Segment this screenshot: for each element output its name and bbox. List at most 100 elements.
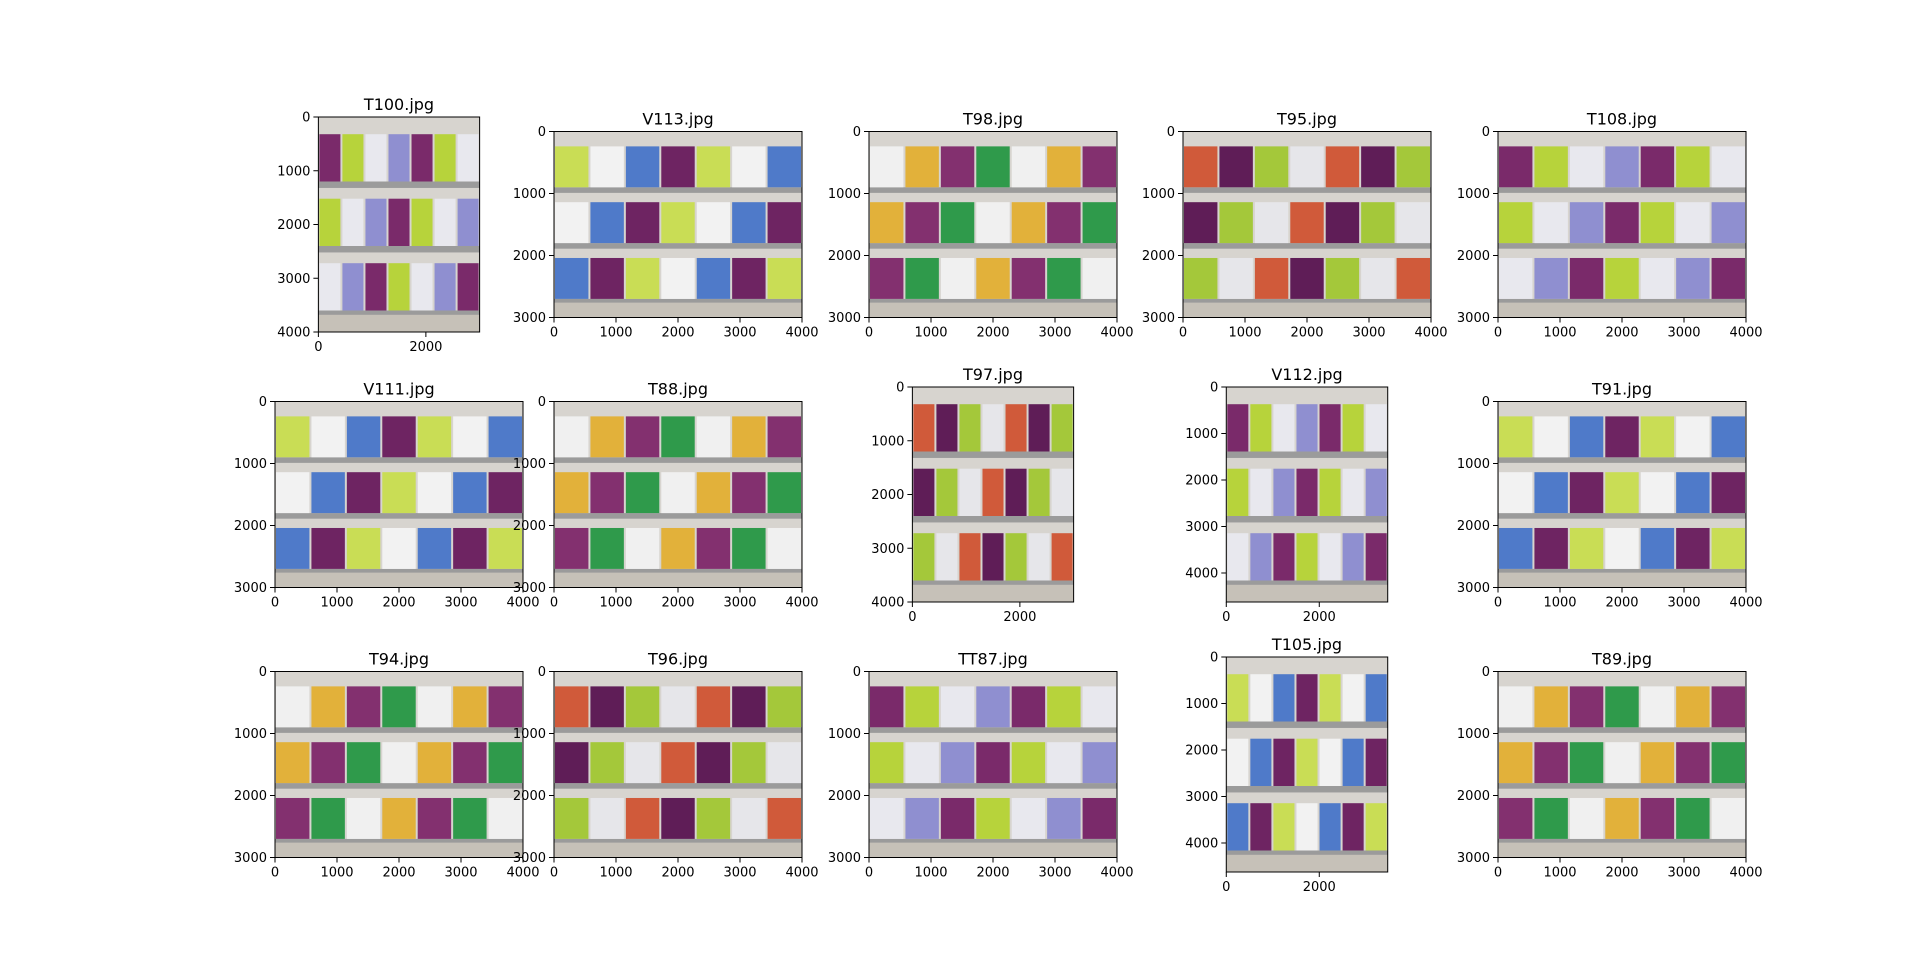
y-tick-label: 1000 <box>234 457 267 472</box>
product-pack <box>1082 797 1116 839</box>
x-tick-label: 0 <box>550 866 558 881</box>
product-pack <box>555 202 589 244</box>
product-pack <box>732 686 766 728</box>
product-pack <box>625 472 660 514</box>
shelf-edge <box>912 451 1074 458</box>
product-pack <box>1290 257 1324 299</box>
product-pack <box>382 472 416 514</box>
x-tick-label: 4000 <box>785 866 818 881</box>
product-pack <box>976 686 1010 728</box>
subplot-title: T96.jpg <box>647 650 708 669</box>
product-pack <box>1254 146 1289 188</box>
shelf-edge <box>318 181 480 188</box>
product-pack <box>555 472 589 514</box>
y-tick-label: 0 <box>538 125 546 140</box>
x-tick-label: 3000 <box>1038 326 1071 341</box>
product-pack <box>1640 416 1675 458</box>
product-pack <box>276 797 310 839</box>
product-pack <box>1319 404 1341 452</box>
product-pack <box>276 472 310 514</box>
y-tick-label: 3000 <box>828 851 861 866</box>
product-pack <box>1319 738 1341 786</box>
subplot-t105-jpg: T105.jpg 0 2000 0 1000 2000 3000 4000 <box>1185 635 1389 895</box>
product-pack <box>1605 797 1639 839</box>
product-pack <box>1396 202 1430 244</box>
product-pack <box>1296 738 1318 786</box>
x-tick-label: 4000 <box>506 596 539 611</box>
product-pack <box>1569 416 1604 458</box>
shelf-edge <box>275 513 523 519</box>
product-pack <box>346 416 381 458</box>
product-pack <box>1250 468 1272 516</box>
product-pack <box>434 134 456 182</box>
product-pack <box>276 686 310 728</box>
product-pack <box>1319 674 1341 722</box>
product-pack <box>1534 257 1568 299</box>
product-pack <box>342 134 364 182</box>
shelf-photo <box>275 671 523 858</box>
y-tick-label: 4000 <box>871 596 904 611</box>
y-tick-label: 1000 <box>234 727 267 742</box>
y-tick-label: 0 <box>853 125 861 140</box>
product-pack <box>342 198 364 246</box>
floor <box>275 842 523 858</box>
product-pack <box>1005 404 1027 452</box>
x-tick-label: 3000 <box>1352 326 1385 341</box>
product-pack <box>1184 257 1218 299</box>
subplot-v113-jpg: V113.jpg 0 1000 2000 3000 4000 0 1000 2000 3000 <box>513 110 819 341</box>
subplot-t96-jpg: T96.jpg 0 1000 2000 3000 4000 0 1000 2000 3000 <box>513 650 819 881</box>
product-pack <box>940 797 975 839</box>
shelf-edge <box>554 298 802 305</box>
shelf-photo <box>275 401 523 588</box>
product-pack <box>661 797 695 839</box>
subplot-title: T95.jpg <box>1276 110 1337 129</box>
x-tick-label: 1000 <box>1543 866 1576 881</box>
product-pack <box>905 257 939 299</box>
product-pack <box>1082 202 1116 244</box>
product-pack <box>1640 742 1675 784</box>
product-pack <box>625 146 660 188</box>
product-pack <box>1499 202 1533 244</box>
product-pack <box>1227 533 1249 581</box>
floor <box>554 572 802 588</box>
x-tick-label: 4000 <box>506 866 539 881</box>
product-pack <box>453 527 487 569</box>
y-tick-label: 2000 <box>1142 249 1175 264</box>
product-pack <box>1219 257 1253 299</box>
y-tick-label: 0 <box>259 665 267 680</box>
y-tick-label: 3000 <box>1457 311 1490 326</box>
y-tick-label: 2000 <box>513 789 546 804</box>
product-pack <box>661 686 695 728</box>
product-pack <box>1028 468 1050 516</box>
product-pack <box>411 198 433 246</box>
product-pack <box>1273 468 1295 516</box>
product-pack <box>1227 468 1249 516</box>
product-pack <box>1047 742 1081 784</box>
shelf-edge <box>869 243 1117 249</box>
floor <box>275 572 523 588</box>
x-tick-label: 0 <box>865 866 873 881</box>
x-tick-label: 1000 <box>914 326 947 341</box>
y-tick-label: 3000 <box>871 542 904 557</box>
product-pack <box>696 527 731 569</box>
x-tick-label: 4000 <box>1729 866 1762 881</box>
product-pack <box>1051 533 1073 581</box>
product-pack <box>1499 686 1533 728</box>
subplot-title: T91.jpg <box>1591 380 1652 399</box>
floor <box>869 302 1117 318</box>
y-tick-label: 1000 <box>513 187 546 202</box>
product-pack <box>319 198 341 246</box>
shelf-edge <box>1183 187 1431 193</box>
x-tick-label: 0 <box>1494 326 1502 341</box>
product-pack <box>959 533 981 581</box>
product-pack <box>453 742 487 784</box>
shelf-edge <box>554 243 802 249</box>
shelf-edge <box>1226 451 1388 458</box>
shelf-edge <box>1183 298 1431 305</box>
product-pack <box>365 198 387 246</box>
product-pack <box>1296 674 1318 722</box>
product-pack <box>453 797 487 839</box>
product-pack <box>1605 742 1639 784</box>
product-pack <box>870 686 904 728</box>
floor <box>554 842 802 858</box>
